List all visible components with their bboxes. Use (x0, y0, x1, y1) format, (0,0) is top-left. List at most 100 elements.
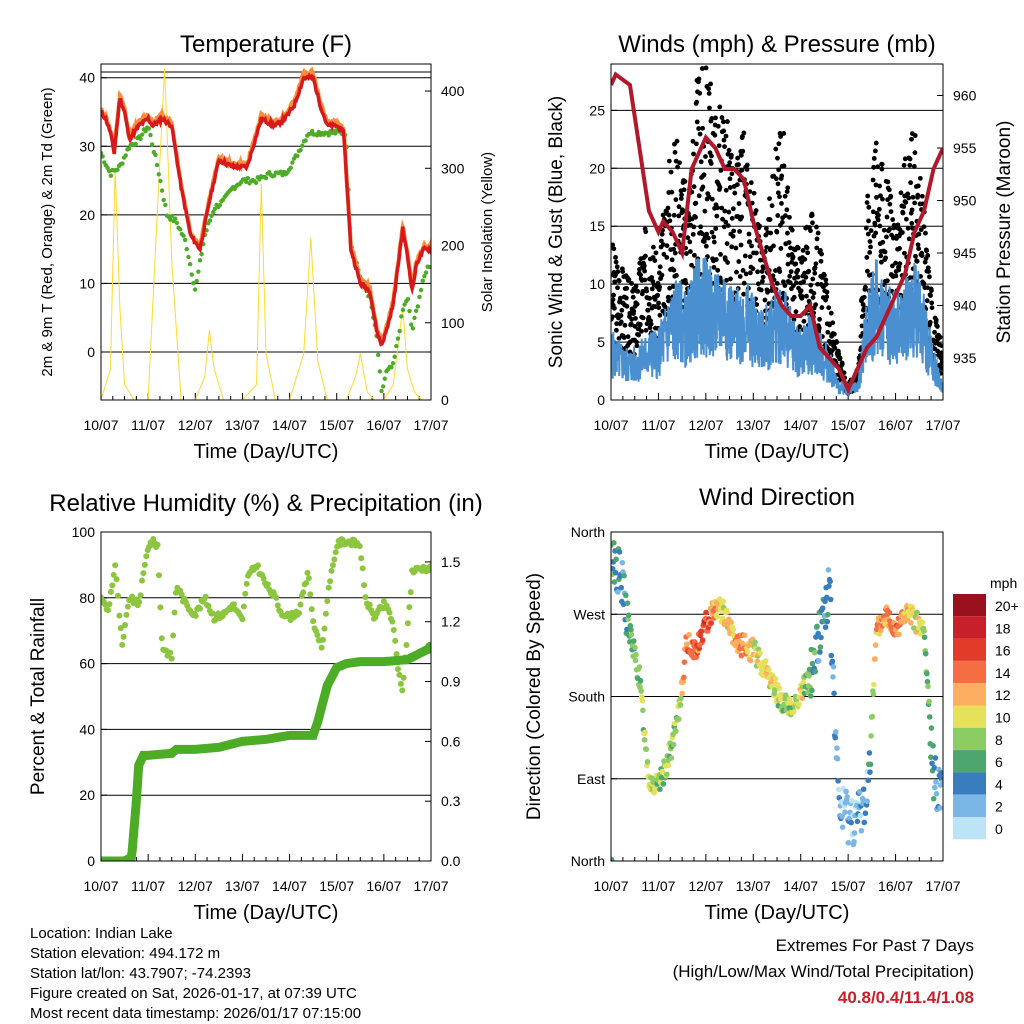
gust-point (634, 339, 640, 345)
gust-point (793, 280, 799, 286)
gust-point (728, 276, 733, 282)
gust-point (721, 224, 727, 230)
gust-point (882, 249, 888, 255)
direction-point (832, 734, 839, 741)
speed-legend: mph 20+ 18 16 14 12 10 8 6 4 2 0 (953, 575, 1019, 840)
gust-point (817, 316, 822, 322)
dewpoint-point (123, 153, 128, 158)
gust-point (641, 263, 647, 269)
gust-point (709, 116, 715, 121)
legend-label: 8 (995, 732, 1003, 748)
humidity-point (358, 555, 365, 562)
x-tick-label: 17/07 (925, 878, 960, 894)
direction-point (870, 691, 877, 698)
direction-point (790, 709, 797, 715)
gust-point (727, 160, 733, 166)
direction-point (862, 810, 869, 817)
gust-point (675, 164, 680, 170)
gust-point (791, 316, 797, 322)
gust-point (868, 244, 873, 250)
gust-point (707, 105, 712, 111)
extremes-heading: Extremes For Past 7 Days (775, 936, 974, 955)
gust-point (778, 246, 784, 251)
gust-point (690, 138, 696, 144)
gust-point (926, 269, 931, 274)
gust-point (897, 261, 903, 267)
gust-point (723, 187, 729, 193)
dewpoint-point (278, 169, 284, 174)
gust-point (779, 173, 785, 179)
y-tick-label: 10 (79, 275, 95, 291)
dewpoint-point (405, 296, 411, 302)
direction-point (928, 725, 935, 731)
gust-point (624, 286, 630, 291)
gust-point (859, 323, 865, 329)
gust-point (713, 257, 719, 262)
gust-point (664, 243, 670, 249)
humidity-point (296, 610, 302, 617)
direction-point (834, 745, 840, 751)
dewpoint-point (189, 272, 194, 277)
gust-point (618, 313, 624, 318)
humidity-point (362, 594, 369, 601)
gust-point (708, 161, 714, 166)
direction-point (697, 632, 704, 639)
dewpoint-point (101, 154, 105, 159)
gust-point (666, 212, 672, 218)
gust-point (693, 200, 699, 206)
gust-point (612, 279, 618, 285)
gust-point (625, 334, 631, 340)
gust-point (893, 260, 898, 266)
gust-point (909, 220, 915, 226)
gust-point (774, 229, 780, 235)
gust-point (646, 301, 652, 307)
humidity-point (154, 541, 161, 548)
gust-point (915, 192, 921, 198)
gust-point (822, 272, 827, 278)
humidity-point (116, 612, 123, 619)
direction-point (914, 609, 920, 616)
dewpoint-point (174, 220, 180, 226)
gust-point (717, 184, 723, 190)
dewpoint-point (310, 128, 315, 134)
direction-point (925, 683, 931, 690)
dewpoint-point (379, 388, 384, 394)
direction-point (872, 642, 879, 648)
gust-point (693, 214, 698, 220)
humidity-point (393, 650, 400, 657)
gust-point (773, 268, 778, 273)
direction-point (843, 788, 849, 795)
gust-point (863, 284, 868, 290)
direction-point (622, 592, 629, 599)
gust-point (905, 191, 911, 197)
gust-point (812, 265, 818, 271)
gust-point (886, 187, 892, 193)
direction-point (817, 649, 823, 655)
gust-point (771, 243, 776, 249)
gust-point (744, 166, 750, 172)
direction-point (673, 728, 679, 734)
dewpoint-point (288, 165, 293, 170)
gust-point (781, 163, 787, 169)
gust-point (726, 209, 732, 215)
humidity-point (123, 611, 130, 618)
gust-point (826, 305, 832, 311)
dewpoint-point (158, 178, 163, 184)
plot-frame (100, 63, 432, 401)
gust-point (939, 366, 943, 371)
gust-point (674, 273, 679, 278)
direction-point (828, 652, 835, 659)
dewpoint-point (412, 315, 417, 321)
chart-title: Winds (mph) & Pressure (mb) (618, 31, 935, 58)
gust-point (613, 259, 619, 265)
gust-point (803, 274, 809, 280)
humidity-point (325, 584, 332, 591)
humidity-point (170, 632, 177, 639)
gust-point (722, 144, 727, 150)
gust-point (702, 208, 708, 214)
dewpoint-point (199, 252, 204, 257)
x-tick-label: 12/07 (178, 417, 213, 433)
gust-point (921, 280, 927, 286)
direction-point (839, 824, 846, 830)
gust-point (711, 239, 717, 245)
